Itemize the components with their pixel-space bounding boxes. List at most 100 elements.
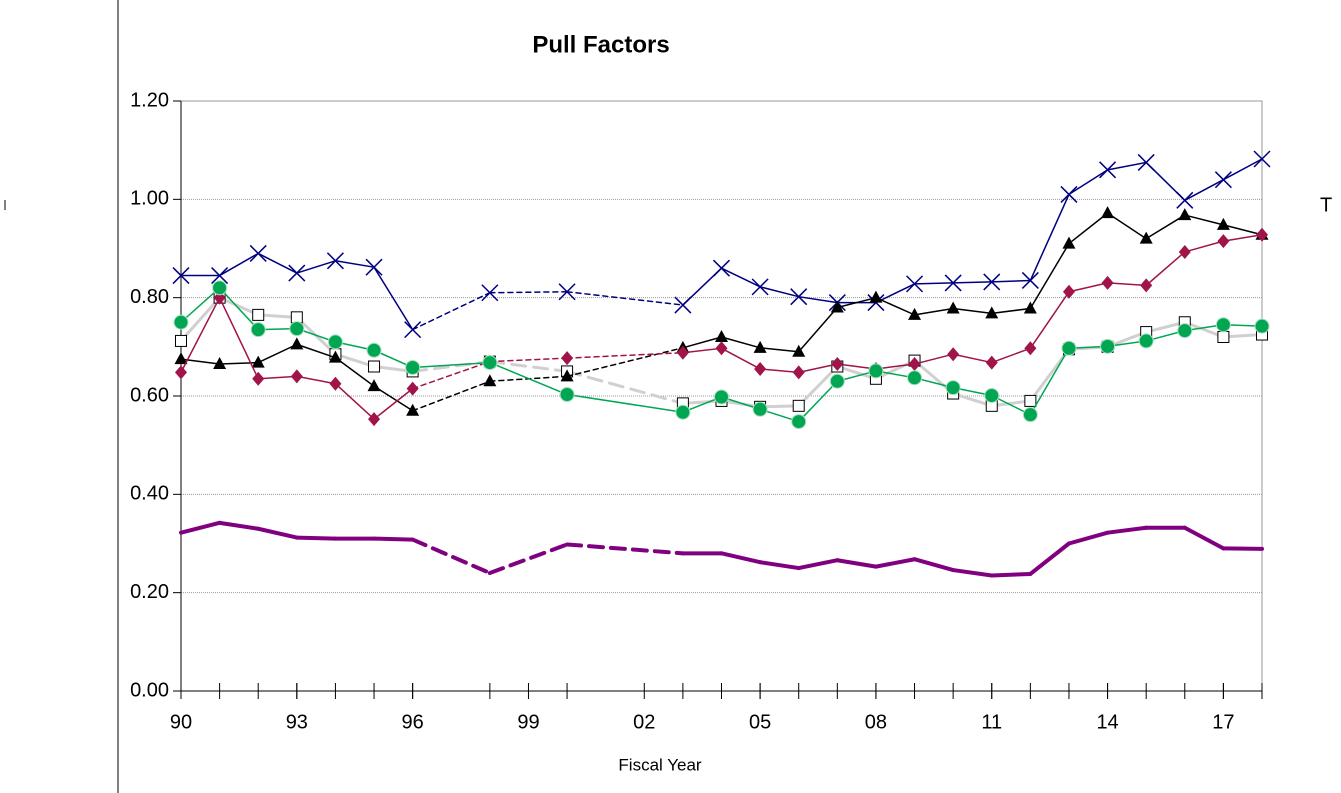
marker — [1140, 278, 1153, 293]
line-segment — [874, 359, 917, 381]
line-segment — [796, 558, 840, 571]
marker — [1062, 284, 1075, 299]
line-segment — [1145, 214, 1186, 240]
x-tick-label: 02 — [633, 711, 655, 733]
marker — [1178, 208, 1192, 221]
line-segment — [566, 347, 684, 378]
marker — [791, 414, 807, 430]
line-segment — [758, 560, 801, 571]
line-segment — [411, 292, 491, 331]
marker — [753, 340, 767, 353]
line-segment — [835, 558, 878, 569]
line-segment — [682, 347, 723, 354]
marker — [288, 264, 306, 282]
line-segment — [566, 351, 684, 359]
marker — [1099, 161, 1117, 179]
marker — [1178, 244, 1191, 259]
marker — [175, 334, 187, 347]
marker — [792, 365, 805, 380]
line-segment — [951, 392, 994, 408]
marker — [1176, 191, 1194, 209]
line-segment — [875, 283, 916, 304]
line-segment — [256, 313, 299, 319]
marker — [367, 379, 381, 392]
marker — [947, 347, 960, 362]
line-segment — [875, 296, 916, 316]
y-tick-label: 1.20 — [130, 89, 169, 111]
marker — [213, 357, 227, 370]
x-tick-label: 11 — [981, 711, 1002, 733]
marker — [1256, 227, 1268, 242]
marker — [908, 307, 922, 320]
x-tick-label: 93 — [286, 711, 308, 733]
line-segment — [1068, 212, 1109, 245]
marker — [1217, 331, 1230, 343]
line-segment — [1106, 282, 1147, 287]
line-segment — [1145, 251, 1186, 287]
line-segment — [913, 353, 954, 365]
line-segment — [411, 360, 491, 390]
line-segment — [257, 375, 298, 380]
line-segment — [488, 360, 569, 373]
marker — [754, 361, 767, 376]
marker — [714, 389, 729, 405]
line-segment — [411, 380, 491, 412]
marker — [405, 359, 421, 375]
line-segment — [682, 336, 723, 349]
line-segment — [952, 353, 993, 364]
marker — [289, 321, 305, 337]
line-segment — [1028, 541, 1071, 576]
line-segment — [373, 385, 414, 412]
marker — [1060, 185, 1078, 203]
line-segment — [179, 296, 222, 343]
line-segment — [334, 260, 375, 268]
line-segment — [1068, 169, 1109, 196]
x-tick-label: 05 — [749, 711, 771, 733]
line-segment — [218, 296, 260, 317]
line-segment — [759, 347, 800, 353]
y-tick-label: 0.80 — [130, 286, 169, 308]
line-segment — [1029, 242, 1070, 310]
y-tick-label: 0.20 — [130, 581, 169, 603]
marker — [946, 301, 960, 314]
line-segment — [952, 281, 993, 284]
line-segment — [372, 536, 415, 542]
line-segment — [180, 287, 221, 323]
marker — [944, 274, 962, 292]
x-tick-label: 99 — [517, 711, 539, 733]
line-segment — [1222, 224, 1263, 236]
line-segment — [565, 542, 685, 556]
marker — [1100, 338, 1116, 354]
marker — [172, 267, 190, 285]
marker — [211, 267, 229, 285]
y-tick-label: 1.00 — [130, 188, 169, 210]
marker — [481, 284, 499, 302]
marker — [752, 401, 768, 417]
marker — [404, 321, 422, 339]
line-segment — [334, 356, 375, 387]
line-segment — [1106, 212, 1147, 240]
marker — [1101, 206, 1115, 219]
y-tick-label: 0.60 — [130, 384, 169, 406]
marker — [985, 355, 998, 370]
x-tick-label: 08 — [865, 711, 887, 733]
marker — [290, 369, 303, 384]
line-segment — [989, 571, 1033, 578]
marker — [1254, 318, 1270, 334]
line-segment — [1221, 333, 1264, 339]
marker — [212, 280, 228, 296]
marker — [869, 290, 883, 303]
marker — [906, 275, 924, 293]
marker — [561, 351, 574, 366]
line-segment — [759, 286, 800, 298]
marker — [712, 259, 731, 277]
line-segment — [797, 306, 839, 353]
line-segment — [179, 520, 222, 535]
line-segment — [566, 291, 684, 306]
marker — [1139, 231, 1153, 244]
marker — [676, 345, 689, 360]
marker — [908, 357, 921, 372]
line-segment — [1184, 240, 1225, 253]
marker — [368, 412, 381, 427]
